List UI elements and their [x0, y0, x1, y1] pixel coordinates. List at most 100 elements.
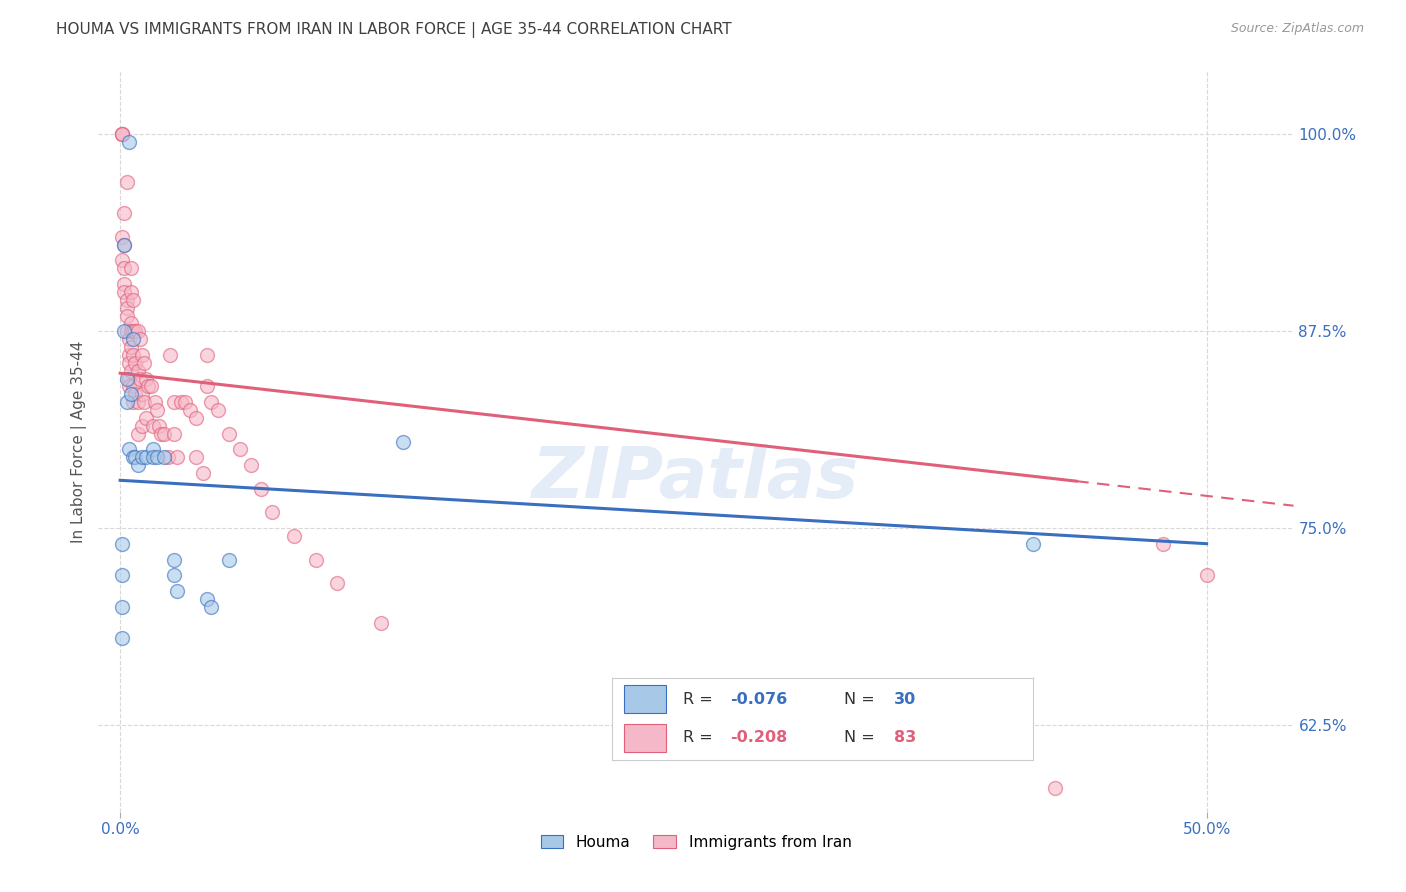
Point [114, 285, 136, 299]
Text: 30: 30 [894, 692, 917, 706]
FancyBboxPatch shape [624, 685, 666, 714]
Point [195, 348, 218, 362]
Point [326, 576, 349, 591]
Point [118, 356, 141, 370]
Point [124, 356, 146, 370]
Point [111, 599, 134, 614]
Point [135, 371, 157, 385]
Point [1022, 537, 1045, 551]
Point [174, 395, 197, 409]
Point [163, 395, 186, 409]
Point [122, 348, 145, 362]
FancyBboxPatch shape [624, 724, 666, 752]
Point [120, 317, 142, 331]
Point [131, 387, 153, 401]
Point [163, 552, 186, 566]
Point [186, 411, 208, 425]
Point [111, 229, 134, 244]
Point [111, 253, 134, 268]
Point [139, 379, 162, 393]
Point [115, 395, 138, 409]
Point [131, 450, 153, 465]
Point [131, 348, 153, 362]
Point [124, 450, 146, 465]
Point [170, 395, 193, 409]
Point [114, 237, 136, 252]
Point [118, 371, 141, 385]
Point [200, 395, 222, 409]
Text: N =: N = [844, 731, 880, 746]
Point [118, 442, 141, 457]
Point [195, 592, 218, 607]
Point [115, 324, 138, 338]
Point [239, 458, 262, 472]
Point [218, 552, 240, 566]
Point [370, 615, 392, 630]
Point [114, 206, 136, 220]
Point [305, 552, 328, 566]
Point [250, 482, 273, 496]
Point [146, 403, 169, 417]
Point [122, 324, 145, 338]
Point [114, 324, 136, 338]
Point [179, 403, 201, 417]
Point [138, 379, 160, 393]
Point [166, 450, 188, 465]
Point [111, 568, 134, 582]
Point [120, 340, 142, 354]
Point [118, 348, 141, 362]
Point [127, 324, 149, 338]
Point [114, 277, 136, 291]
Point [163, 426, 186, 441]
Point [152, 426, 174, 441]
Point [163, 568, 186, 582]
Point [118, 135, 141, 149]
Point [115, 309, 138, 323]
Point [124, 387, 146, 401]
Point [150, 426, 173, 441]
Point [115, 371, 138, 385]
Point [127, 395, 149, 409]
Point [1043, 781, 1066, 796]
Text: 83: 83 [894, 731, 917, 746]
Point [131, 418, 153, 433]
Point [124, 324, 146, 338]
Point [127, 426, 149, 441]
Point [191, 466, 214, 480]
Point [166, 584, 188, 599]
Text: R =: R = [683, 692, 718, 706]
Point [118, 379, 141, 393]
Point [142, 442, 165, 457]
Point [228, 442, 250, 457]
Point [120, 387, 142, 401]
Point [114, 261, 136, 276]
Point [142, 450, 165, 465]
Point [262, 505, 284, 519]
Point [159, 348, 181, 362]
Point [111, 632, 134, 646]
Point [152, 450, 174, 465]
Point [122, 332, 145, 346]
Point [120, 364, 142, 378]
Text: -0.076: -0.076 [730, 692, 787, 706]
Point [142, 418, 165, 433]
Point [127, 364, 149, 378]
Point [132, 356, 155, 370]
Point [1195, 568, 1218, 582]
Point [122, 379, 145, 393]
Point [115, 301, 138, 315]
Point [111, 128, 134, 142]
Point [143, 395, 166, 409]
Text: Source: ZipAtlas.com: Source: ZipAtlas.com [1230, 22, 1364, 36]
Point [135, 450, 157, 465]
Point [127, 458, 149, 472]
Point [283, 529, 305, 543]
Text: N =: N = [844, 692, 880, 706]
Point [115, 175, 138, 189]
Point [120, 261, 142, 276]
Point [128, 332, 150, 346]
Point [186, 450, 208, 465]
Point [200, 599, 222, 614]
Point [111, 128, 134, 142]
Point [111, 537, 134, 551]
